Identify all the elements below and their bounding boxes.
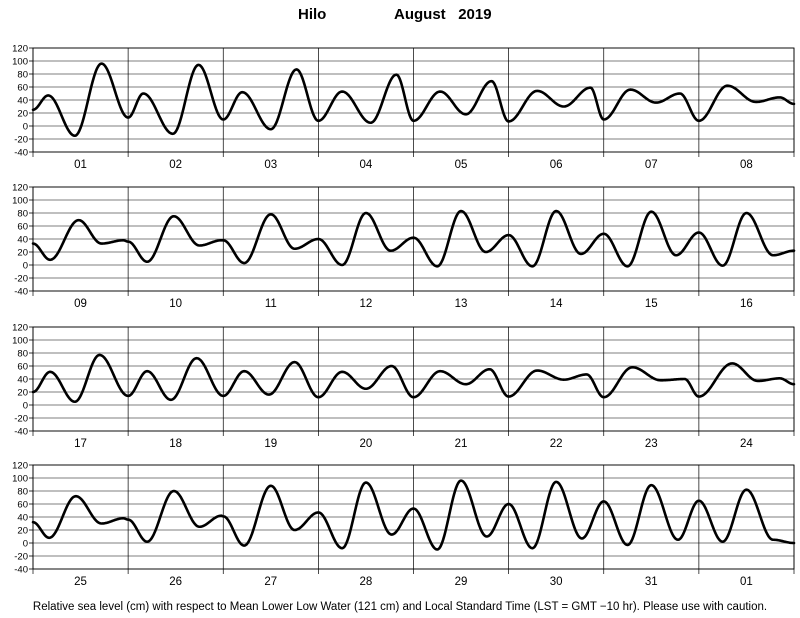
y-tick-label: 60 (17, 83, 28, 94)
footer-caption: Relative sea level (cm) with respect to … (32, 601, 768, 613)
y-tick-label: -20 (14, 414, 28, 425)
sea-level-curve (31, 479, 796, 551)
y-tick-label: 100 (12, 57, 28, 68)
day-label: 11 (265, 298, 277, 310)
panel-frame (32, 464, 795, 570)
day-label: 22 (550, 438, 563, 450)
sea-level-curve (31, 209, 796, 268)
y-tick-label: 40 (17, 375, 28, 386)
tide-panel-3: -40 -20 0 20 40 60 80 100 120 17 18 19 20 21 22 23 24 (12, 323, 796, 450)
y-tick-label: 40 (17, 513, 28, 524)
day-label: 02 (169, 159, 182, 171)
day-label: 21 (455, 438, 468, 450)
month-label: August (394, 6, 446, 23)
day-label: 01 (74, 159, 87, 171)
y-tick-label: -20 (14, 552, 28, 563)
y-tick-label: 40 (17, 235, 28, 246)
day-label: 23 (645, 438, 658, 450)
y-tick-label: 120 (12, 323, 28, 334)
day-label: 19 (264, 438, 277, 450)
y-tick-label: -40 (14, 427, 28, 438)
y-tick-label: 80 (17, 487, 28, 498)
day-label: 18 (169, 438, 182, 450)
y-tick-label: 120 (12, 44, 28, 55)
day-label: 06 (550, 159, 563, 171)
day-label: 26 (169, 576, 182, 588)
panel-frame (32, 186, 795, 292)
y-tick-label: -20 (14, 274, 28, 285)
day-label: 31 (645, 576, 658, 588)
day-label: 09 (74, 298, 87, 310)
day-label: 05 (455, 159, 468, 171)
year-label: 2019 (458, 6, 492, 23)
day-label: 30 (550, 576, 563, 588)
day-label: 08 (740, 159, 753, 171)
y-tick-label: -20 (14, 135, 28, 146)
tide-panel-1: -40 -20 0 20 40 60 80 100 120 01 02 03 04 05 06 07 08 (12, 44, 796, 171)
day-label: 04 (360, 159, 373, 171)
panel-frame (32, 326, 795, 432)
y-tick-label: -40 (14, 287, 28, 298)
y-tick-label: 60 (17, 500, 28, 511)
y-tick-label: 120 (12, 461, 28, 472)
day-label: 27 (264, 576, 277, 588)
y-tick-label: 60 (17, 362, 28, 373)
y-tick-label: 80 (17, 209, 28, 220)
day-label: 20 (360, 438, 373, 450)
y-tick-label: 20 (17, 388, 28, 399)
date-title: August 2019 (394, 6, 492, 23)
y-tick-label: 120 (12, 183, 28, 194)
chart-header: Hilo August 2019 (0, 6, 800, 28)
day-label: 13 (455, 298, 468, 310)
day-label: 24 (740, 438, 753, 450)
y-tick-label: 0 (23, 401, 28, 412)
y-tick-label: 0 (23, 261, 28, 272)
day-label: 01 (740, 576, 753, 588)
y-tick-label: 60 (17, 222, 28, 233)
day-label: 25 (74, 576, 87, 588)
y-tick-label: 100 (12, 474, 28, 485)
sea-level-curve (31, 353, 796, 404)
y-tick-label: 20 (17, 248, 28, 259)
day-label: 10 (169, 298, 182, 310)
day-label: 14 (550, 298, 563, 310)
y-tick-label: 80 (17, 70, 28, 81)
station-title: Hilo (298, 6, 327, 23)
sea-level-curve (31, 62, 796, 138)
y-tick-label: 80 (17, 349, 28, 360)
day-label: 17 (74, 438, 87, 450)
day-label: 07 (645, 159, 658, 171)
day-label: 29 (455, 576, 468, 588)
day-label: 28 (360, 576, 373, 588)
tide-panel-4: -40 -20 0 20 40 60 80 100 120 25 26 27 28 29 30 31 01 (12, 461, 796, 588)
day-label: 03 (264, 159, 277, 171)
y-tick-label: 100 (12, 196, 28, 207)
day-label: 15 (645, 298, 658, 310)
day-label: 12 (360, 298, 373, 310)
y-tick-label: 0 (23, 539, 28, 550)
y-tick-label: 100 (12, 336, 28, 347)
day-label: 16 (740, 298, 753, 310)
tide-panel-2: -40 -20 0 20 40 60 80 100 120 09 10 11 12 13 14 15 16 (12, 183, 796, 310)
y-tick-label: -40 (14, 565, 28, 576)
y-tick-label: -40 (14, 148, 28, 159)
panel-frame (32, 47, 795, 153)
y-tick-label: 20 (17, 109, 28, 120)
y-tick-label: 0 (23, 122, 28, 133)
y-tick-label: 40 (17, 96, 28, 107)
y-tick-label: 20 (17, 526, 28, 537)
